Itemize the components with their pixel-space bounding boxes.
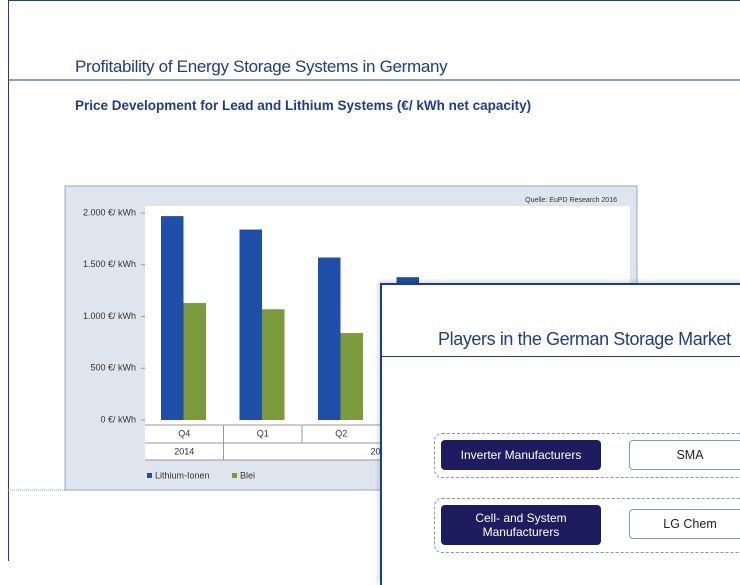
x-tick-label: Q4 <box>178 428 190 438</box>
company-box: LG Chem <box>629 509 740 539</box>
legend-swatch <box>147 473 152 478</box>
bar <box>340 333 363 420</box>
overlay-slide: Players in the German Storage Market Inv… <box>380 283 740 585</box>
legend-swatch <box>232 473 237 478</box>
slide: Profitability of Energy Storage Systems … <box>8 0 740 561</box>
y-tick-label: 1.000 €/ kWh <box>83 311 136 321</box>
category-box: Inverter Manufacturers <box>441 440 601 470</box>
bar <box>161 216 184 420</box>
player-row: Inverter Manufacturers SMA <box>434 433 740 478</box>
y-tick-label: 1.500 €/ kWh <box>83 259 136 269</box>
source: Quelle: EuPD Research 2016 <box>525 197 617 204</box>
legend-label: Blei <box>240 470 255 480</box>
x-tick-label: Q1 <box>257 428 269 438</box>
y-tick-label: 500 €/ kWh <box>90 363 136 373</box>
x-tick-label: Q2 <box>335 428 347 438</box>
y-tick-label: 0 €/ kWh <box>100 414 136 424</box>
year-label: 2014 <box>174 446 194 456</box>
page: Profitability of Energy Storage Systems … <box>8 0 740 585</box>
bar <box>318 257 341 420</box>
company-box: SMA <box>629 440 740 470</box>
title-rule <box>382 356 740 357</box>
slide-title: Profitability of Energy Storage Systems … <box>75 57 448 76</box>
overlay-title: Players in the German Storage Market <box>438 329 731 349</box>
y-tick-label: 2.000 €/ kWh <box>83 207 136 217</box>
bar <box>239 229 262 420</box>
legend-label: Lithium-Ionen <box>155 470 210 480</box>
bar <box>183 303 206 420</box>
bar <box>262 309 285 420</box>
category-box: Cell- and System Manufacturers <box>441 505 601 545</box>
player-row: Cell- and System Manufacturers LG Chem <box>434 498 740 553</box>
slide-subtitle: Price Development for Lead and Lithium S… <box>75 98 532 113</box>
